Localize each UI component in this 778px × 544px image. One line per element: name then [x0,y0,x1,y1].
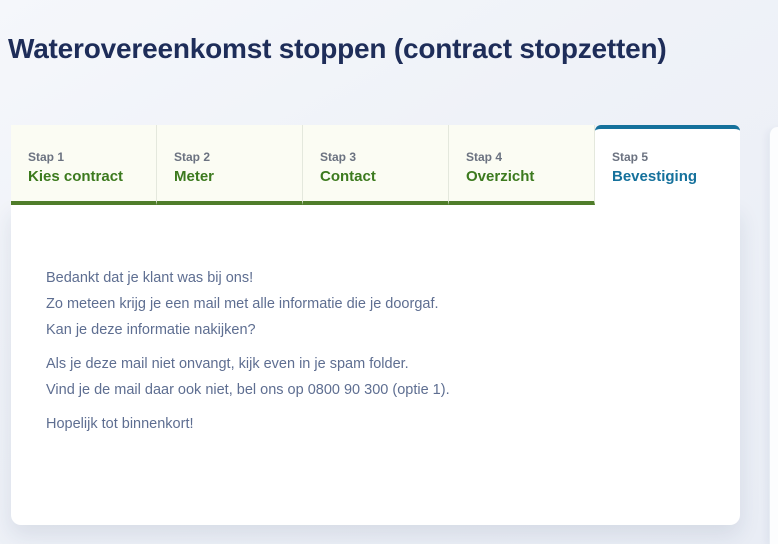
step-label: Overzicht [466,168,535,185]
step-number: Stap 2 [174,150,211,164]
confirmation-line: Hopelijk tot binnenkort! [46,416,194,432]
step-label: Bevestiging [612,168,698,185]
step-tab-kies-contract[interactable]: Stap 1 Kies contract [11,125,157,205]
step-number: Stap 4 [466,150,503,164]
page-title: Waterovereenkomst stoppen (contract stop… [8,33,667,64]
step-label: Meter [174,168,215,185]
confirmation-line: Vind je de mail daar ook niet, bel ons o… [46,382,450,398]
confirmation-line: Zo meteen krijg je een mail met alle inf… [46,296,439,312]
confirmation-panel: Bedankt dat je klant was bij ons! Zo met… [11,205,740,525]
confirmation-line: Kan je deze informatie nakijken? [46,322,256,338]
step-tab-meter[interactable]: Stap 2 Meter [157,125,303,205]
clipped-next-card [769,127,778,544]
wizard-step-tabs: Stap 1 Kies contract Stap 2 Meter Stap 3… [11,125,740,205]
wizard-card: Stap 1 Kies contract Stap 2 Meter Stap 3… [11,125,740,525]
step-tab-overzicht[interactable]: Stap 4 Overzicht [449,125,595,205]
step-label: Kies contract [28,168,124,185]
step-number: Stap 3 [320,150,357,164]
step-tab-contact[interactable]: Stap 3 Contact [303,125,449,205]
confirmation-line: Bedankt dat je klant was bij ons! [46,270,254,286]
step-tab-bevestiging[interactable]: Stap 5 Bevestiging [595,125,740,205]
step-number: Stap 5 [612,150,649,164]
step-number: Stap 1 [28,150,65,164]
confirmation-line: Als je deze mail niet onvangt, kijk even… [46,356,409,372]
step-label: Contact [320,168,376,185]
